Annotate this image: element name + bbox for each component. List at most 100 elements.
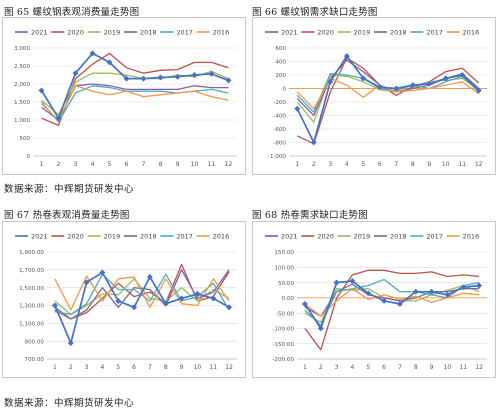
legend: 2021 2020 2019 2018 2017 2016	[15, 29, 229, 37]
series-line	[304, 280, 480, 330]
x-tick-label: 4	[101, 364, 105, 371]
y-tick-label: -400	[273, 114, 286, 120]
legend-label: 2021	[31, 233, 48, 241]
series-2018	[54, 269, 230, 320]
series-line	[304, 288, 480, 317]
data-point	[123, 75, 130, 82]
chart-svg: 2021 2020 2019 2018 2017 2016 0 500 1,000 1,500 2,…	[14, 29, 237, 168]
x-tick-label: 1	[53, 364, 57, 371]
legend-label: 2018	[140, 233, 157, 241]
legend-label: 2018	[390, 233, 407, 241]
chart-title: 图 65 螺纹钢表观消费量走势图	[4, 7, 140, 18]
legend-label: 2021	[281, 29, 298, 37]
source-note: 数据来源：中辉期货研发中心	[4, 398, 135, 409]
x-tick-label: 2	[57, 161, 61, 168]
y-tick-label: 500	[19, 136, 30, 142]
x-tick-label: 2	[69, 364, 73, 371]
x-tick-label: 3	[328, 161, 332, 168]
series-line	[54, 271, 230, 344]
data-point	[89, 50, 96, 57]
x-tick-label: 10	[194, 364, 202, 371]
y-tick-label: 1,700.00	[19, 268, 44, 274]
legend-label: 2019	[104, 29, 121, 37]
x-tick-label: 12	[225, 161, 233, 168]
chart-svg: 2021 2020 2019 2018 2017 2016 -200.00 -150.00 -1…	[265, 233, 487, 371]
series-2020	[304, 269, 480, 351]
x-tick-labels: 1 2 3 4 5 6 7 8 9 10 11 12	[53, 364, 233, 371]
chart-panel-hrc-consumption: 2021 2020 2019 2018 2017 2016 700.00 900.00 1,10…	[2, 221, 246, 378]
y-tick-label: -600	[273, 127, 286, 133]
x-tick-label: 1	[295, 161, 299, 168]
chart-title: 图 67 热卷表观消费量走势图	[4, 210, 130, 221]
series-line	[296, 73, 480, 113]
y-tick-label: 600	[275, 46, 286, 52]
legend-label: 2020	[67, 233, 84, 241]
x-tick-label: 9	[430, 364, 434, 371]
x-tick-label: 7	[142, 161, 146, 168]
data-point	[294, 105, 301, 112]
y-tick-label: -150.00	[272, 342, 294, 348]
legend-label: 2019	[354, 233, 371, 241]
series-line	[41, 70, 229, 116]
x-tick-label: 9	[176, 161, 180, 168]
legend-label: 2017	[176, 29, 193, 37]
series-2016	[41, 85, 229, 121]
y-tick-label: 100.00	[274, 265, 294, 271]
x-tick-label: 3	[85, 364, 89, 371]
x-tick-label: 9	[427, 161, 431, 168]
legend-label: 2020	[67, 29, 84, 37]
series-2021	[38, 50, 232, 122]
chart-title: 图 68 热卷需求缺口走势图	[252, 210, 368, 221]
legend-label: 2016	[213, 29, 230, 37]
x-tick-label: 12	[475, 161, 483, 168]
data-point	[365, 290, 372, 297]
legend-label: 2018	[390, 29, 407, 37]
chart-panel-rebar-consumption: 2021 2020 2019 2018 2017 2016 0 500 1,000 1,500 2,…	[2, 17, 246, 175]
y-tick-label: 3,000	[14, 46, 30, 52]
y-tick-label: -100.00	[272, 327, 294, 333]
legend-label: 2017	[426, 233, 443, 241]
x-tick-label: 3	[74, 161, 78, 168]
legend-label: 2021	[281, 233, 298, 241]
x-tick-label: 7	[394, 161, 398, 168]
x-tick-label: 4	[345, 161, 349, 168]
data-point	[333, 279, 340, 286]
x-tick-label: 11	[459, 364, 467, 371]
series-2016	[304, 288, 480, 317]
series-2019	[41, 70, 229, 116]
source-note: 数据来源：中辉期货研发中心	[4, 184, 135, 195]
x-tick-label: 11	[458, 161, 466, 168]
chart-panel-hrc-demand-gap: 2021 2020 2019 2018 2017 2016 -200.00 -150.00 -1…	[252, 221, 496, 378]
series-2017	[296, 73, 480, 113]
legend-label: 2020	[317, 29, 334, 37]
x-tick-label: 7	[148, 364, 152, 371]
y-tick-label: -50.00	[276, 311, 294, 317]
data-point	[99, 269, 106, 276]
x-tick-label: 8	[159, 161, 163, 168]
y-tick-label: 0	[282, 87, 286, 93]
x-tick-label: 8	[164, 364, 168, 371]
y-tick-label: 1,000	[14, 118, 30, 124]
x-tick-label: 5	[366, 364, 370, 371]
x-tick-label: 10	[444, 364, 452, 371]
x-tick-label: 7	[398, 364, 402, 371]
series-line	[54, 269, 230, 320]
series-2017	[304, 278, 480, 327]
legend-label: 2017	[426, 29, 443, 37]
y-tick-label: 900.00	[24, 339, 44, 345]
data-point	[38, 87, 45, 94]
y-tick-label: -200	[273, 100, 286, 106]
x-tick-label: 12	[225, 364, 233, 371]
y-tick-label: 1,900.00	[19, 250, 44, 256]
x-tick-labels: 1 2 3 4 5 6 7 8 9 10 11 12	[303, 364, 483, 371]
y-tick-label: -800	[273, 141, 286, 147]
y-tick-label: -1,000	[268, 154, 286, 160]
x-tick-label: 10	[191, 161, 199, 168]
series-line	[41, 85, 229, 123]
y-gridlines: 0 500 1,000 1,500 2,000 2,500 3,000	[14, 46, 237, 160]
x-tick-label: 6	[125, 161, 129, 168]
y-tick-label: -200.00	[272, 357, 294, 363]
legend-label: 2016	[463, 233, 480, 241]
chart-title: 图 66 螺纹钢需求缺口走势图	[252, 7, 378, 18]
x-tick-label: 2	[312, 161, 316, 168]
